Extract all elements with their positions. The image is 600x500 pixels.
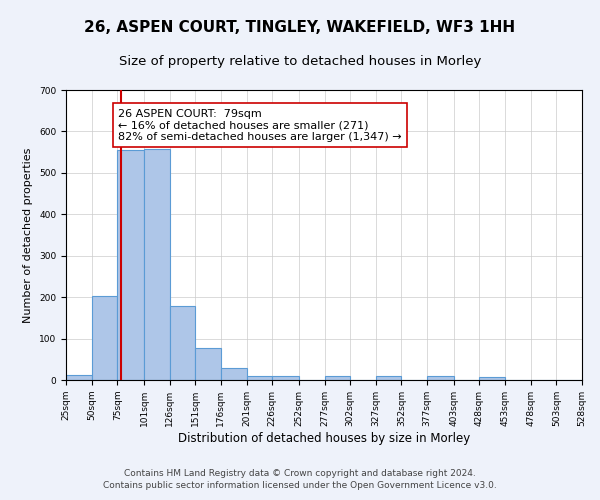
Y-axis label: Number of detached properties: Number of detached properties xyxy=(23,148,34,322)
Text: Size of property relative to detached houses in Morley: Size of property relative to detached ho… xyxy=(119,55,481,68)
Bar xyxy=(66,375,92,380)
Bar xyxy=(479,377,505,380)
Text: 26, ASPEN COURT, TINGLEY, WAKEFIELD, WF3 1HH: 26, ASPEN COURT, TINGLEY, WAKEFIELD, WF3… xyxy=(85,20,515,35)
Bar xyxy=(195,348,221,380)
Bar xyxy=(427,376,454,380)
Bar xyxy=(325,376,350,380)
Bar xyxy=(92,296,117,380)
Bar xyxy=(247,376,272,380)
Text: Contains HM Land Registry data © Crown copyright and database right 2024.
Contai: Contains HM Land Registry data © Crown c… xyxy=(103,468,497,490)
Bar xyxy=(144,149,170,380)
Text: 26 ASPEN COURT:  79sqm
← 16% of detached houses are smaller (271)
82% of semi-de: 26 ASPEN COURT: 79sqm ← 16% of detached … xyxy=(118,108,402,142)
Bar xyxy=(170,306,195,380)
Bar xyxy=(376,376,401,380)
Bar xyxy=(272,376,299,380)
X-axis label: Distribution of detached houses by size in Morley: Distribution of detached houses by size … xyxy=(178,432,470,444)
Bar xyxy=(117,150,144,380)
Bar xyxy=(221,368,247,380)
